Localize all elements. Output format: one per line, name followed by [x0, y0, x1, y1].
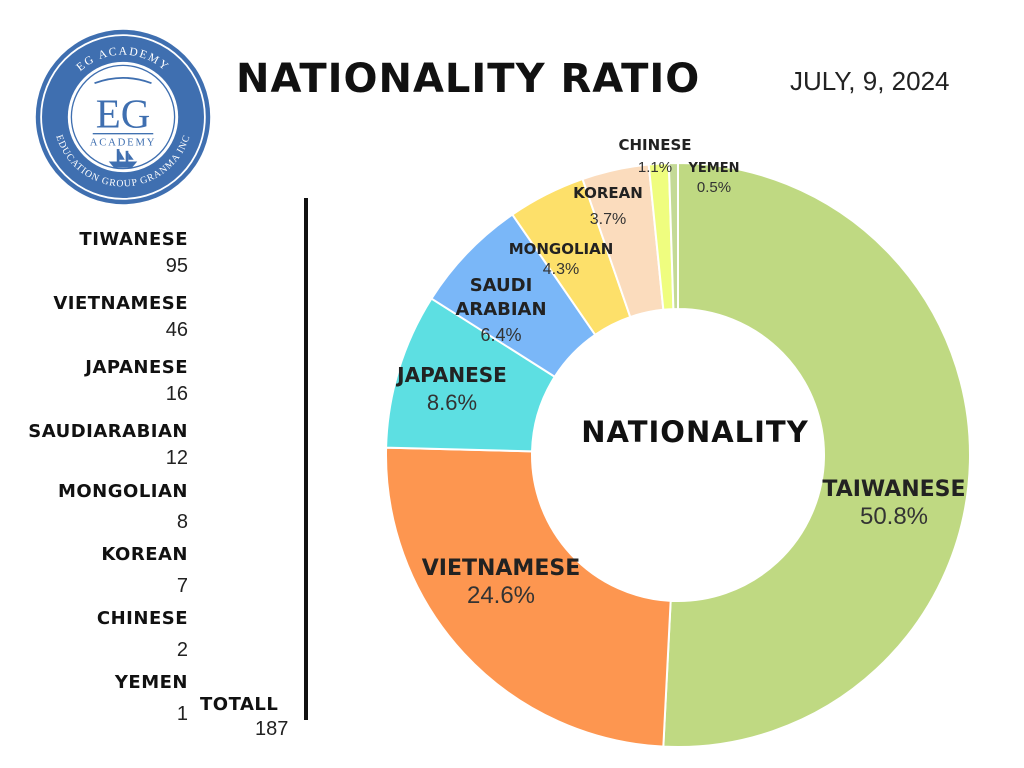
- ship-icon: [108, 149, 138, 168]
- donut-slice-yemen: [667, 161, 679, 311]
- legend-name: KOREAN: [101, 544, 188, 565]
- logo-monogram: EG: [96, 92, 151, 137]
- slice-name-label: CHINESE: [619, 136, 692, 154]
- legend-count: 8: [176, 511, 188, 533]
- slice-name-label: VIETNAMESE: [422, 556, 580, 581]
- report-date: JULY, 9, 2024: [790, 66, 950, 96]
- legend-name: VIETNAMESE: [53, 293, 188, 314]
- slice-name-label: TAIWANESE: [822, 477, 965, 502]
- total-value: 187: [255, 718, 289, 740]
- donut-center-label: NATIONALITY: [581, 415, 808, 449]
- slice-value-label: 4.3%: [543, 261, 579, 278]
- slice-value-label: 0.5%: [697, 179, 731, 196]
- slice-value-label: 6.4%: [480, 325, 521, 345]
- legend-name: CHINESE: [96, 608, 188, 629]
- slice-value-label: 50.8%: [860, 503, 928, 530]
- slice-value-label: 24.6%: [467, 582, 535, 609]
- page-title: NATIONALITY RATIO: [236, 56, 701, 102]
- donut-slice-taiwanese: [662, 161, 971, 748]
- total-label: TOTALL: [200, 694, 279, 715]
- legend-name: YEMEN: [114, 672, 188, 693]
- slice-name-label: KOREAN: [573, 184, 643, 202]
- eg-academy-logo: EG ACADEMY EDUCATION GROUP GRANMA INC EG…: [35, 29, 211, 205]
- legend-count: 1: [176, 703, 188, 725]
- legend-name: JAPANESE: [85, 357, 188, 378]
- slice-name-label: JAPANESE: [395, 363, 507, 387]
- slice-name-label: MONGOLIAN: [509, 240, 614, 258]
- legend-count: 46: [165, 319, 188, 341]
- slice-value-label: 8.6%: [427, 390, 477, 415]
- slice-value-label: 3.7%: [590, 211, 626, 228]
- legend-count: 12: [165, 447, 188, 469]
- legend-count: 16: [165, 383, 188, 405]
- slice-value-label: 1.1%: [638, 159, 672, 176]
- logo-subtitle: ACADEMY: [90, 136, 156, 148]
- legend-name: SAUDIARABIAN: [28, 421, 188, 442]
- donut-slices: [385, 161, 971, 748]
- legend-count: 7: [176, 575, 188, 597]
- legend-name: TIWANESE: [79, 229, 188, 250]
- slice-name-label: YEMEN: [688, 161, 740, 176]
- legend-count: 2: [176, 639, 188, 661]
- donut-slice-vietnamese: [385, 446, 672, 748]
- slice-name-label: SAUDI: [470, 275, 533, 296]
- legend-name: MONGOLIAN: [57, 481, 188, 502]
- legend-count: 95: [165, 255, 188, 277]
- slice-name-label: ARABIAN: [455, 299, 546, 320]
- divider-line: [304, 198, 308, 720]
